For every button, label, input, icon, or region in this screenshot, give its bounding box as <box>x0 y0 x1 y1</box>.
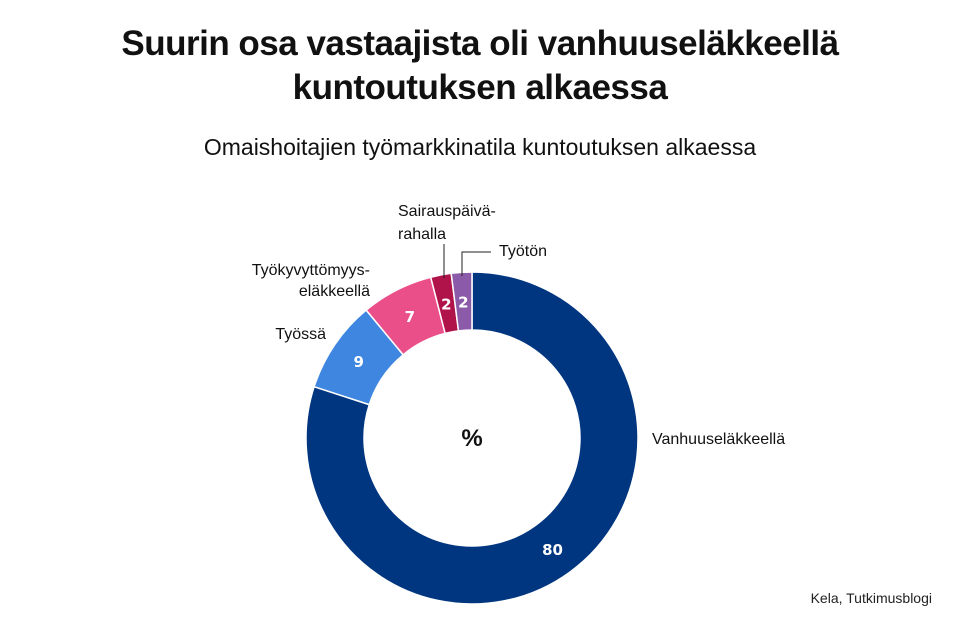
category-label-vanhuuselakkeella: Vanhuuseläkkeellä <box>652 431 785 448</box>
chart-title-line-1: Suurin osa vastaajista oli vanhuuseläkke… <box>121 24 839 63</box>
category-label-tyokyvyttomyyselakkeella: Työkyvyttömyys-eläkkeellä <box>252 262 370 300</box>
value-label-sairauspaivarahalla: 2 <box>441 295 451 313</box>
value-label-tyokyvyttomyyselakkeella: 7 <box>405 308 415 326</box>
leader-line-tyoton <box>461 251 491 276</box>
center-unit-label: % <box>461 425 482 452</box>
value-label-tyossa: 9 <box>353 353 363 371</box>
category-label-sairauspaivarahalla: Sairauspäivä-rahalla <box>398 203 496 243</box>
category-label-tyoton: Työtön <box>499 243 547 260</box>
slice-vanhuuselakkeella <box>305 271 639 605</box>
chart-subtitle: Omaishoitajien työmarkkinatila kuntoutuk… <box>203 134 757 160</box>
slice-tyoton <box>450 271 473 332</box>
chart-title-line-2: kuntoutuksen alkaessa <box>292 68 668 107</box>
value-label-tyoton: 2 <box>458 293 468 311</box>
value-label-vanhuuselakkeella: 80 <box>542 541 563 559</box>
category-label-tyossa: Työssä <box>275 326 326 343</box>
source-note: Kela, Tutkimusblogi <box>810 590 932 606</box>
chart-title: Suurin osa vastaajista oli vanhuuseläkke… <box>0 22 960 110</box>
